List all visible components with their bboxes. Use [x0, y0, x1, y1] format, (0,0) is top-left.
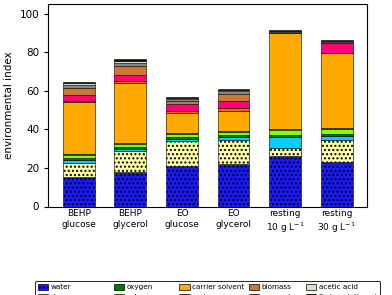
Bar — [218, 137, 249, 140]
Bar — [218, 101, 249, 108]
Y-axis label: environmental index: environmental index — [4, 51, 14, 159]
Bar — [63, 85, 95, 88]
Bar — [63, 158, 95, 160]
Bar — [166, 134, 198, 137]
Bar — [269, 30, 301, 31]
Bar — [63, 101, 95, 102]
Bar — [321, 134, 352, 136]
Bar — [166, 133, 198, 134]
Bar — [269, 156, 301, 206]
Bar — [166, 111, 198, 113]
Bar — [63, 83, 95, 85]
Bar — [218, 89, 249, 90]
Bar — [321, 136, 352, 140]
Bar — [114, 66, 146, 76]
Bar — [269, 33, 301, 130]
Bar — [63, 88, 95, 95]
Legend: water, styrene, Riesenberg salts, oxygen, octane, complements, carrier solvent, : water, styrene, Riesenberg salts, oxygen… — [35, 281, 380, 295]
Bar — [114, 83, 146, 143]
Bar — [114, 151, 146, 172]
Bar — [114, 63, 146, 66]
Bar — [269, 130, 301, 135]
Bar — [114, 59, 146, 61]
Bar — [321, 40, 352, 41]
Bar — [218, 108, 249, 111]
Bar — [63, 163, 95, 177]
Bar — [321, 162, 352, 206]
Bar — [166, 99, 198, 101]
Bar — [218, 164, 249, 206]
Bar — [166, 141, 198, 166]
Bar — [114, 61, 146, 63]
Bar — [166, 101, 198, 104]
Bar — [114, 81, 146, 83]
Bar — [218, 131, 249, 132]
Bar — [166, 97, 198, 98]
Bar — [321, 41, 352, 42]
Bar — [63, 160, 95, 163]
Bar — [269, 148, 301, 156]
Bar — [269, 32, 301, 33]
Bar — [166, 166, 198, 206]
Bar — [63, 155, 95, 158]
Bar — [269, 135, 301, 137]
Bar — [218, 111, 249, 131]
Bar — [321, 42, 352, 43]
Bar — [218, 132, 249, 135]
Bar — [321, 53, 352, 128]
Bar — [321, 140, 352, 162]
Bar — [166, 113, 198, 133]
Bar — [166, 98, 198, 99]
Bar — [63, 95, 95, 101]
Bar — [166, 137, 198, 139]
Bar — [63, 177, 95, 206]
Bar — [114, 172, 146, 206]
Bar — [321, 128, 352, 130]
Bar — [321, 130, 352, 134]
Bar — [269, 137, 301, 148]
Bar — [166, 139, 198, 141]
Bar — [269, 31, 301, 32]
Bar — [218, 140, 249, 164]
Bar — [114, 144, 146, 147]
Bar — [218, 94, 249, 101]
Bar — [218, 135, 249, 137]
Bar — [218, 90, 249, 91]
Bar — [114, 143, 146, 144]
Bar — [63, 102, 95, 155]
Bar — [114, 147, 146, 149]
Bar — [114, 149, 146, 151]
Bar — [166, 104, 198, 111]
Bar — [63, 82, 95, 83]
Bar — [321, 43, 352, 53]
Bar — [114, 76, 146, 81]
Bar — [218, 91, 249, 94]
